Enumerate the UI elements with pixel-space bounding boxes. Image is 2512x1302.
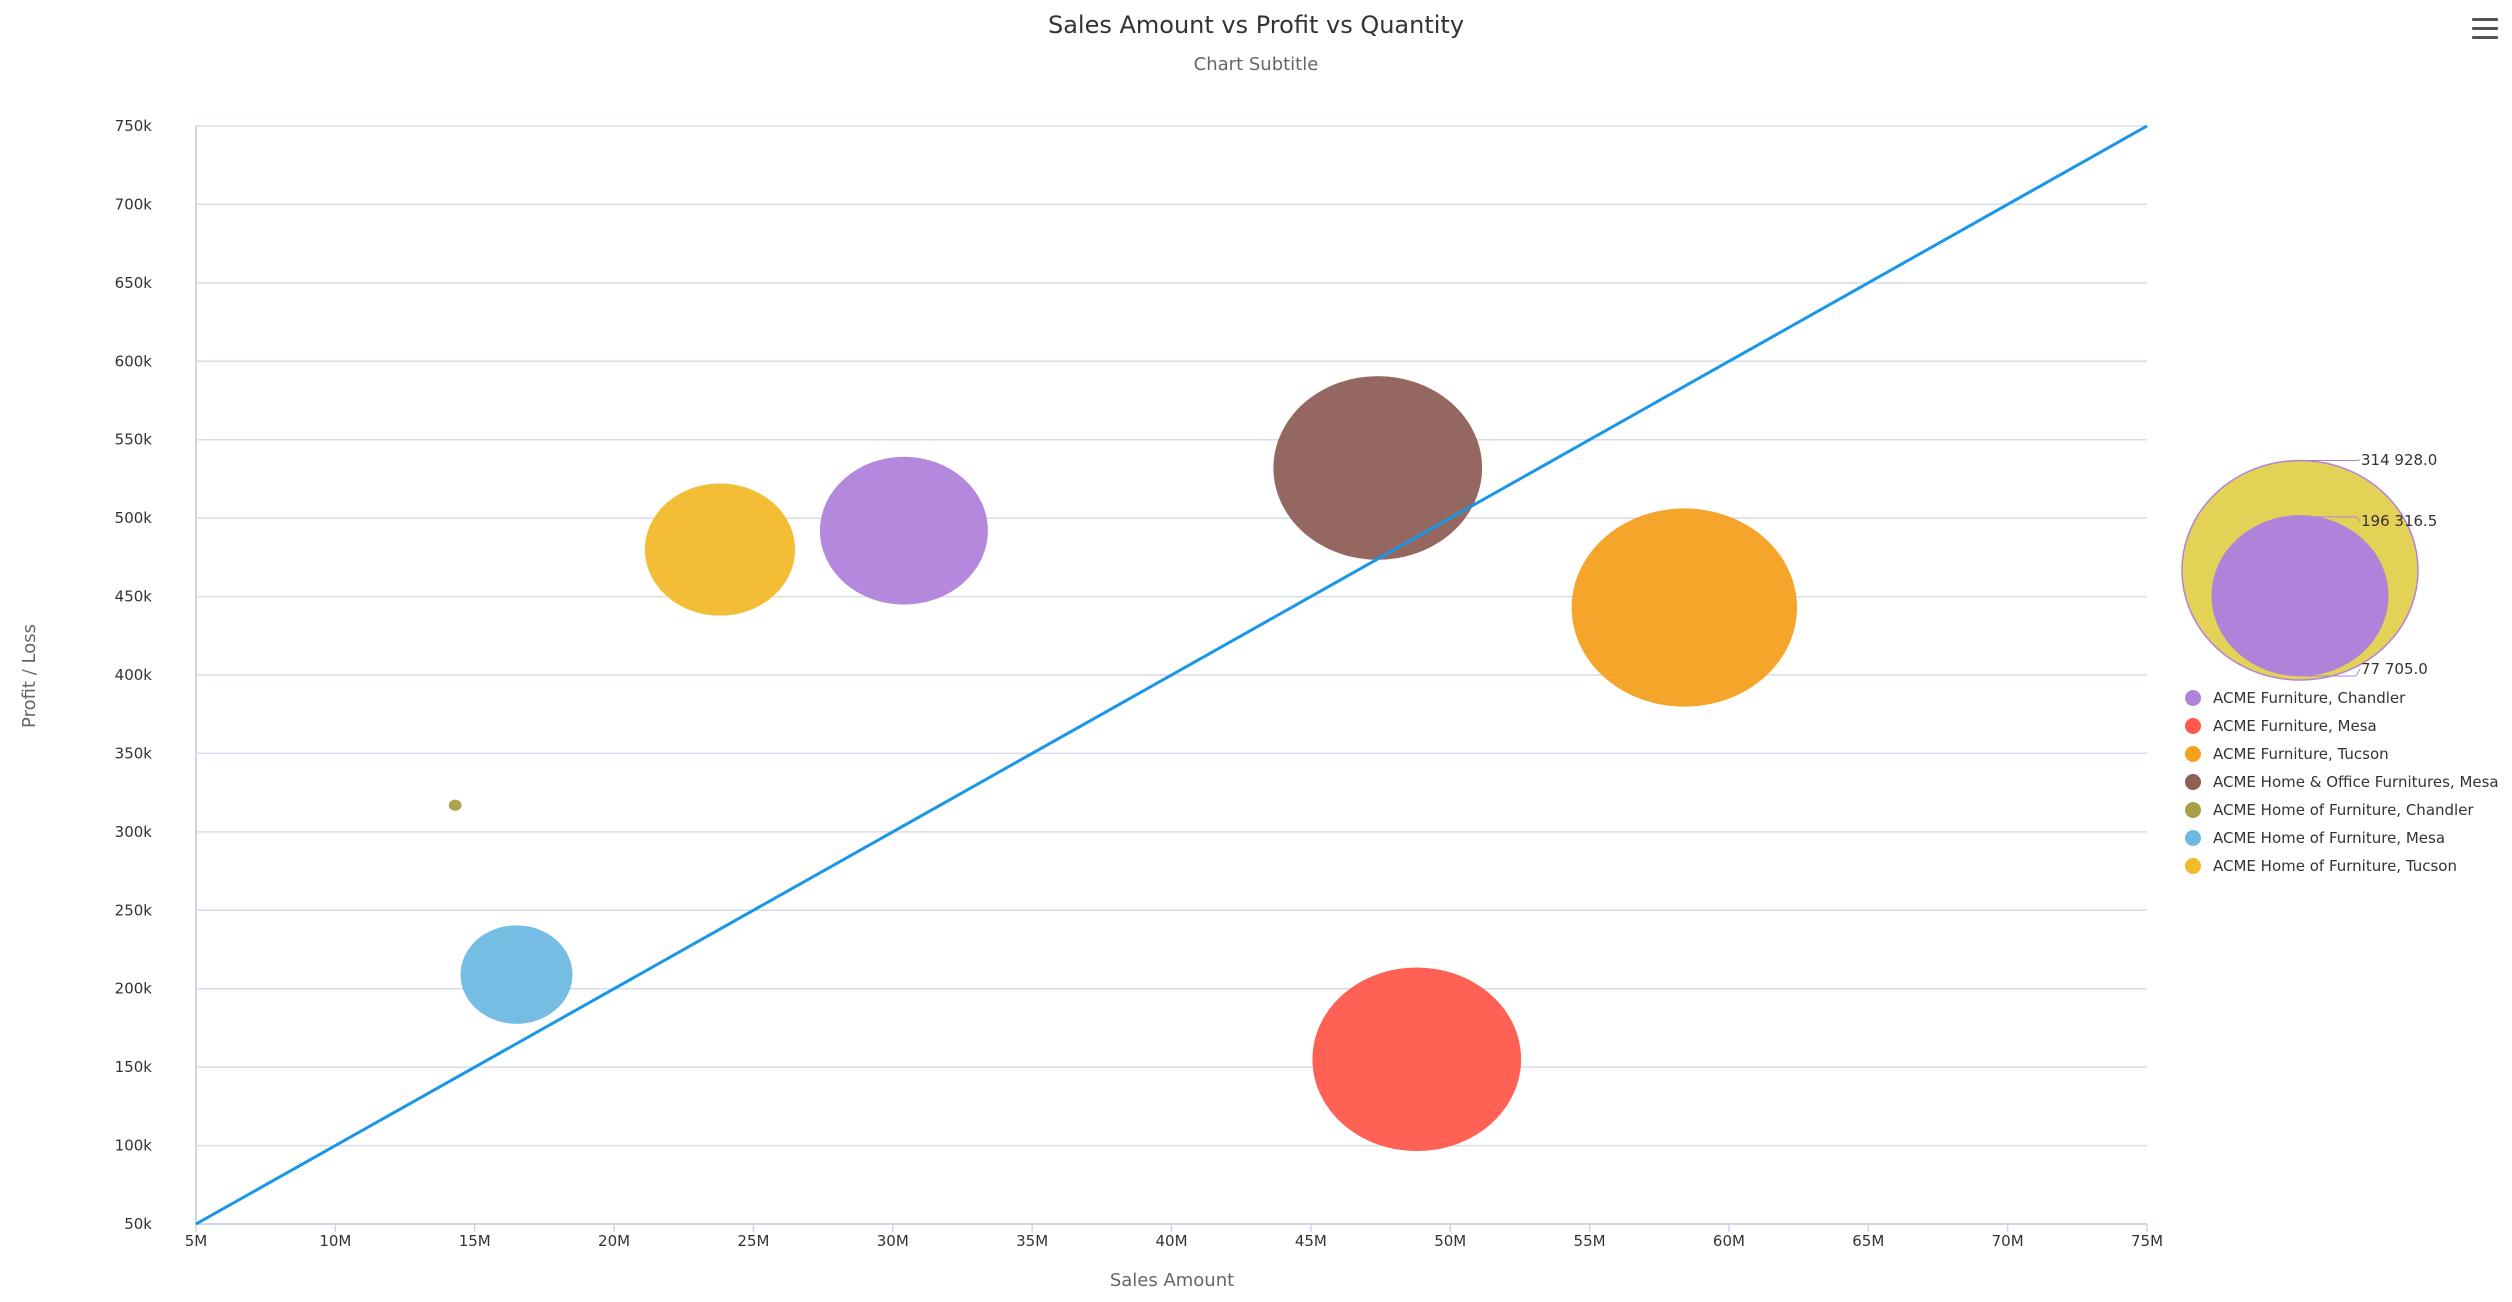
y-tick-label: 700k bbox=[115, 195, 153, 213]
legend-label: ACME Home of Furniture, Tucson bbox=[2213, 857, 2457, 875]
y-axis-title: Profit / Loss bbox=[19, 624, 40, 728]
size-legend-connector bbox=[2355, 668, 2361, 677]
y-tick-label: 400k bbox=[115, 666, 153, 684]
legend-item[interactable]: ACME Home of Furniture, Chandler bbox=[2185, 801, 2474, 819]
bubble[interactable] bbox=[1312, 967, 1522, 1152]
x-tick-label: 60M bbox=[1713, 1232, 1745, 1250]
x-tick-label: 15M bbox=[459, 1232, 491, 1250]
bubble[interactable] bbox=[1273, 376, 1483, 560]
legend-marker bbox=[2185, 858, 2201, 874]
y-tick-label: 450k bbox=[115, 588, 153, 606]
chart-subtitle: Chart Subtitle bbox=[1194, 54, 1319, 75]
legend-marker bbox=[2185, 802, 2201, 818]
x-tick-label: 25M bbox=[737, 1232, 769, 1250]
y-tick-label: 200k bbox=[115, 980, 153, 998]
x-tick-label: 55M bbox=[1574, 1232, 1606, 1250]
x-tick-label: 10M bbox=[319, 1232, 351, 1250]
x-tick-label: 5M bbox=[185, 1232, 208, 1250]
chart-title: Sales Amount vs Profit vs Quantity bbox=[1048, 11, 1464, 39]
x-axis-ticks: 5M 10M 15M 20M 25M 30M 35M 40M 45M 50M 55M 60M 65M 70… bbox=[185, 1224, 2163, 1250]
legend-label: ACME Home of Furniture, Chandler bbox=[2213, 801, 2474, 819]
x-tick-label: 35M bbox=[1016, 1232, 1048, 1250]
legend-label: ACME Home of Furniture, Mesa bbox=[2213, 829, 2445, 847]
y-tick-label: 100k bbox=[115, 1137, 153, 1155]
x-tick-label: 45M bbox=[1295, 1232, 1327, 1250]
y-tick-label: 300k bbox=[115, 823, 153, 841]
y-tick-label: 350k bbox=[115, 744, 153, 762]
menu-bar bbox=[2472, 27, 2498, 30]
size-legend-label: 77 705.0 bbox=[2361, 660, 2428, 678]
legend-item[interactable]: ACME Furniture, Chandler bbox=[2185, 689, 2406, 707]
legend[interactable]: ACME Furniture, Chandler ACME Furniture, … bbox=[2185, 689, 2499, 875]
bubble[interactable] bbox=[1571, 508, 1798, 707]
menu-bar bbox=[2472, 18, 2498, 21]
y-axis-ticks: 50k 100k 150k 200k 250k 300k 350k 400k 450k 500k 5… bbox=[115, 117, 153, 1233]
legend-label: ACME Home & Office Furnitures, Mesa bbox=[2213, 773, 2499, 791]
y-tick-label: 250k bbox=[115, 901, 153, 919]
bubble[interactable] bbox=[819, 456, 988, 605]
legend-item[interactable]: ACME Furniture, Mesa bbox=[2185, 717, 2377, 735]
x-tick-label: 75M bbox=[2131, 1232, 2163, 1250]
y-tick-label: 600k bbox=[115, 352, 153, 370]
menu-bar bbox=[2472, 36, 2498, 39]
trend-line bbox=[195, 124, 2148, 1226]
y-tick-label: 150k bbox=[115, 1058, 153, 1076]
legend-label: ACME Furniture, Tucson bbox=[2213, 745, 2389, 763]
bubble-series bbox=[448, 376, 1798, 1152]
legend-label: ACME Furniture, Chandler bbox=[2213, 689, 2406, 707]
legend-marker bbox=[2185, 746, 2201, 762]
legend-item[interactable]: ACME Home of Furniture, Mesa bbox=[2185, 829, 2445, 847]
chart-menu-button[interactable] bbox=[2472, 18, 2498, 42]
bubble[interactable] bbox=[448, 799, 462, 811]
x-tick-label: 30M bbox=[877, 1232, 909, 1250]
bubble[interactable] bbox=[460, 925, 573, 1024]
size-legend-label: 314 928.0 bbox=[2361, 451, 2437, 469]
size-legend-connector bbox=[2355, 516, 2361, 522]
legend-marker bbox=[2185, 830, 2201, 846]
y-tick-label: 50k bbox=[124, 1215, 152, 1233]
x-axis-title: Sales Amount bbox=[1110, 1270, 1234, 1291]
y-tick-label: 650k bbox=[115, 274, 153, 292]
y-tick-label: 750k bbox=[115, 117, 153, 135]
legend-item[interactable]: ACME Furniture, Tucson bbox=[2185, 745, 2389, 763]
legend-item[interactable]: ACME Home & Office Furnitures, Mesa bbox=[2185, 773, 2499, 791]
y-tick-label: 500k bbox=[115, 509, 153, 527]
size-legend-inner-bubble bbox=[2211, 515, 2389, 677]
x-tick-label: 20M bbox=[598, 1232, 630, 1250]
legend-marker bbox=[2185, 718, 2201, 734]
legend-marker bbox=[2185, 774, 2201, 790]
legend-item[interactable]: ACME Home of Furniture, Tucson bbox=[2185, 857, 2457, 875]
y-tick-label: 550k bbox=[115, 431, 153, 449]
bubble-size-legend: 314 928.0 196 316.5 77 705.0 bbox=[2181, 451, 2437, 681]
x-tick-label: 40M bbox=[1155, 1232, 1187, 1250]
bubble[interactable] bbox=[644, 483, 796, 616]
size-legend-connector bbox=[2355, 459, 2361, 462]
x-tick-label: 65M bbox=[1852, 1232, 1884, 1250]
legend-label: ACME Furniture, Mesa bbox=[2213, 717, 2377, 735]
gridlines bbox=[196, 125, 2147, 1147]
x-tick-label: 50M bbox=[1434, 1232, 1466, 1250]
size-legend-label: 196 316.5 bbox=[2361, 512, 2437, 530]
x-tick-label: 70M bbox=[1992, 1232, 2024, 1250]
legend-marker bbox=[2185, 690, 2201, 706]
